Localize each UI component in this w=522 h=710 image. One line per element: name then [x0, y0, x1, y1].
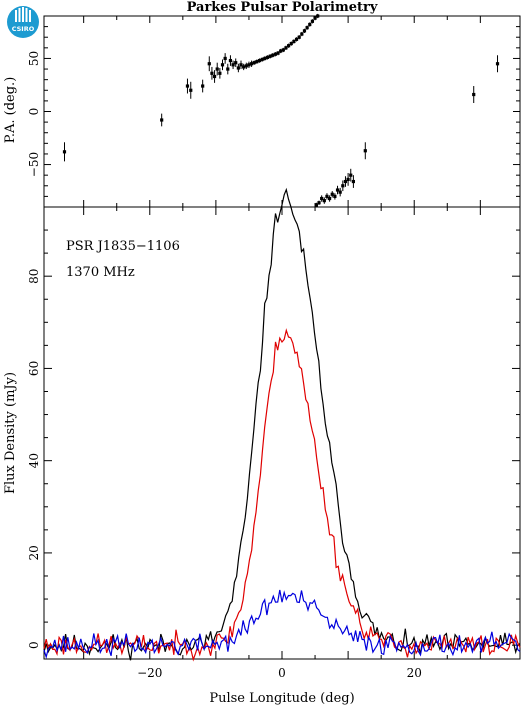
pa-point [201, 79, 205, 93]
pa-point [333, 193, 337, 200]
pa-point [226, 63, 230, 75]
pa-point [189, 81, 193, 99]
pa-point [294, 37, 299, 42]
pa-ytick-label: −50 [27, 152, 41, 177]
pa-point [316, 13, 320, 19]
pa-point [317, 200, 321, 205]
pa-point [273, 52, 277, 57]
pa-point [223, 53, 227, 64]
pa-point [234, 58, 238, 67]
flux-ytick-label: 0 [27, 641, 41, 649]
pa-point [346, 173, 350, 186]
pa-point [305, 25, 309, 30]
position-angle-panel: Parkes Pulsar Polarimetry −50 0 50 P.A. (d… [3, 0, 521, 208]
pa-point [335, 185, 340, 195]
pa-point [244, 62, 248, 70]
circular-polarization-line [43, 589, 521, 660]
pa-ytick-label: 0 [27, 108, 41, 116]
pa-point [495, 55, 500, 73]
pa-point [472, 86, 476, 104]
pa-point [255, 59, 259, 64]
flux-ytick-label: 80 [27, 269, 41, 284]
pa-point [320, 195, 324, 202]
pa-point [363, 142, 367, 160]
csiro-logo: CSIRO [7, 6, 39, 38]
linear-polarization-line [43, 328, 521, 662]
csiro-logo-bars-icon [15, 7, 31, 22]
pa-point [247, 61, 251, 68]
pa-point [328, 195, 332, 202]
flux-ticks: −20 0 20 0 20 40 60 80 [27, 207, 520, 680]
pa-point [338, 187, 342, 197]
pa-point [257, 58, 262, 63]
flux-xtick-label: −20 [137, 666, 162, 680]
pa-point [220, 59, 225, 71]
csiro-logo-text: CSIRO [12, 25, 35, 33]
pa-point [62, 142, 67, 162]
pa-point [236, 63, 240, 73]
pa-point [160, 113, 164, 127]
pa-point [297, 35, 301, 40]
pa-point [330, 191, 334, 198]
pa-point [310, 19, 315, 24]
pa-point [308, 22, 312, 27]
pa-point [252, 60, 256, 65]
flux-xtick-label: 20 [407, 666, 422, 680]
flux-xtick-label: 0 [278, 666, 286, 680]
pa-point [276, 51, 280, 56]
pa-point [314, 202, 318, 207]
flux-xlabel: Pulse Longitude (deg) [209, 691, 354, 706]
pa-point [212, 70, 217, 83]
pa-point [349, 168, 353, 182]
pa-point [210, 66, 214, 80]
pa-point [268, 54, 272, 59]
pa-point [249, 60, 254, 67]
pa-point [215, 62, 219, 76]
pa-point [322, 197, 326, 204]
total-intensity-line [43, 187, 521, 661]
pa-point [279, 48, 283, 54]
pa-point [300, 31, 304, 37]
pa-point [239, 60, 243, 70]
flux-ytick-label: 20 [27, 545, 41, 560]
pa-point [242, 63, 246, 71]
flux-ytick-label: 40 [27, 453, 41, 468]
pa-points [62, 13, 500, 207]
pa-point [287, 43, 291, 48]
pa-point [271, 53, 275, 58]
pa-point [302, 28, 307, 33]
pa-point [231, 60, 235, 70]
pulsar-name-annotation: PSR J1835−1106 [66, 239, 180, 254]
pa-point [265, 55, 270, 60]
frequency-annotation: 1370 MHz [66, 265, 135, 280]
pa-point [325, 193, 329, 200]
pa-point [289, 41, 293, 46]
pa-point [292, 39, 296, 44]
pa-ticks: −50 0 50 [27, 16, 520, 207]
pa-ytick-label: 50 [27, 51, 41, 66]
pa-point [260, 57, 264, 62]
pa-point [341, 180, 345, 192]
pa-point [218, 67, 222, 79]
pa-point [343, 176, 348, 187]
flux-lines [43, 187, 521, 662]
pa-point [185, 78, 190, 94]
pa-point [281, 47, 285, 53]
pa-ylabel: P.A. (deg.) [3, 77, 18, 144]
pa-point [351, 175, 355, 188]
flux-ylabel: Flux Density (mJy) [3, 372, 18, 494]
pa-frame [43, 15, 521, 208]
pa-point [207, 56, 211, 72]
chart-title: Parkes Pulsar Polarimetry [187, 0, 378, 15]
pa-point [313, 16, 317, 21]
flux-ytick-label: 60 [27, 361, 41, 376]
pa-point [284, 45, 288, 50]
pa-point [263, 56, 267, 61]
pa-point [228, 55, 233, 66]
